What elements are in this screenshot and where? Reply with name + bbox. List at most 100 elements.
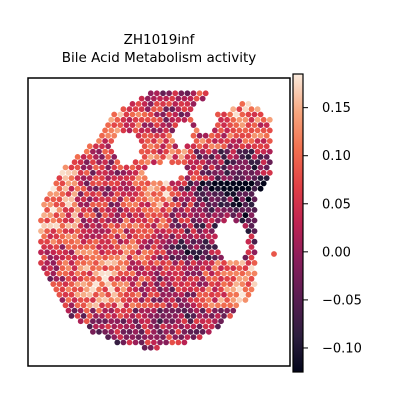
- spot: [215, 281, 221, 287]
- spot: [126, 222, 133, 229]
- spot: [117, 122, 124, 128]
- spot: [163, 180, 170, 187]
- spot: [68, 281, 75, 287]
- spot: [114, 244, 121, 250]
- spot: [151, 286, 157, 293]
- spot: [141, 143, 148, 150]
- spot: [138, 307, 145, 314]
- spot: [108, 307, 115, 314]
- spot: [233, 196, 240, 203]
- spot: [44, 238, 50, 245]
- spot: [193, 95, 200, 102]
- spot: [93, 164, 99, 171]
- spot: [184, 90, 191, 97]
- spot: [120, 254, 127, 261]
- spot: [123, 164, 130, 171]
- spot: [114, 328, 121, 335]
- spot: [135, 313, 142, 319]
- spot: [47, 201, 54, 208]
- spot: [108, 286, 115, 293]
- spot: [138, 127, 145, 134]
- spot: [230, 116, 237, 123]
- spot: [99, 238, 105, 245]
- spot: [248, 233, 255, 240]
- spot: [77, 275, 84, 282]
- spot: [248, 191, 255, 197]
- spot: [144, 244, 151, 250]
- spot: [126, 265, 133, 272]
- spot: [141, 260, 148, 266]
- spot: [236, 297, 243, 303]
- spot: [248, 138, 255, 144]
- spot: [93, 270, 99, 277]
- spot: [221, 185, 227, 192]
- spot: [257, 132, 264, 139]
- spot: [190, 270, 197, 277]
- spot: [190, 228, 197, 235]
- spot: [266, 116, 273, 123]
- spot: [212, 254, 218, 261]
- spot: [181, 254, 188, 261]
- spot: [96, 201, 102, 208]
- spot: [190, 323, 197, 330]
- spot: [224, 116, 231, 123]
- spot: [41, 212, 47, 219]
- spot: [181, 244, 188, 250]
- spot: [105, 228, 111, 235]
- spot: [86, 207, 93, 213]
- spot: [230, 212, 237, 219]
- spot: [239, 122, 246, 128]
- spot: [154, 344, 160, 351]
- spot: [212, 307, 218, 314]
- spot: [166, 101, 173, 107]
- spot: [160, 122, 166, 128]
- spot: [74, 196, 81, 203]
- spot: [151, 106, 157, 113]
- spot: [169, 95, 176, 102]
- spot: [135, 302, 142, 309]
- spot: [251, 111, 258, 118]
- spot: [178, 238, 185, 245]
- spot: [193, 318, 200, 325]
- spot: [236, 201, 243, 208]
- spot: [138, 297, 145, 303]
- spot: [172, 291, 179, 298]
- spot: [96, 233, 102, 240]
- spot: [196, 249, 203, 256]
- spot: [65, 212, 72, 219]
- colorbar-tick-label: 0.10: [322, 149, 351, 164]
- spot: [190, 90, 197, 97]
- spot: [218, 318, 224, 325]
- spot: [215, 291, 221, 298]
- spot: [123, 217, 130, 224]
- spot: [62, 196, 69, 203]
- spot: [175, 328, 182, 335]
- spot: [218, 116, 224, 123]
- spot: [135, 260, 142, 266]
- spot: [123, 228, 130, 235]
- spot: [212, 159, 218, 166]
- spot: [53, 180, 60, 187]
- spot: [251, 154, 258, 160]
- spot: [74, 291, 81, 298]
- spot-layer: [38, 90, 277, 351]
- spot: [205, 265, 212, 272]
- spot: [196, 270, 203, 277]
- spot: [245, 185, 252, 192]
- spot: [111, 260, 118, 266]
- spot: [199, 191, 206, 197]
- spot: [111, 228, 118, 235]
- spot: [187, 286, 194, 293]
- spot: [178, 111, 185, 118]
- spot: [218, 254, 224, 261]
- spot: [190, 249, 197, 256]
- spot: [215, 270, 221, 277]
- spot: [190, 101, 197, 107]
- spot: [86, 291, 93, 298]
- spot: [90, 159, 96, 166]
- spot: [205, 233, 212, 240]
- spot: [44, 260, 50, 266]
- spot: [166, 228, 173, 235]
- spot: [239, 281, 246, 287]
- spot: [86, 313, 93, 319]
